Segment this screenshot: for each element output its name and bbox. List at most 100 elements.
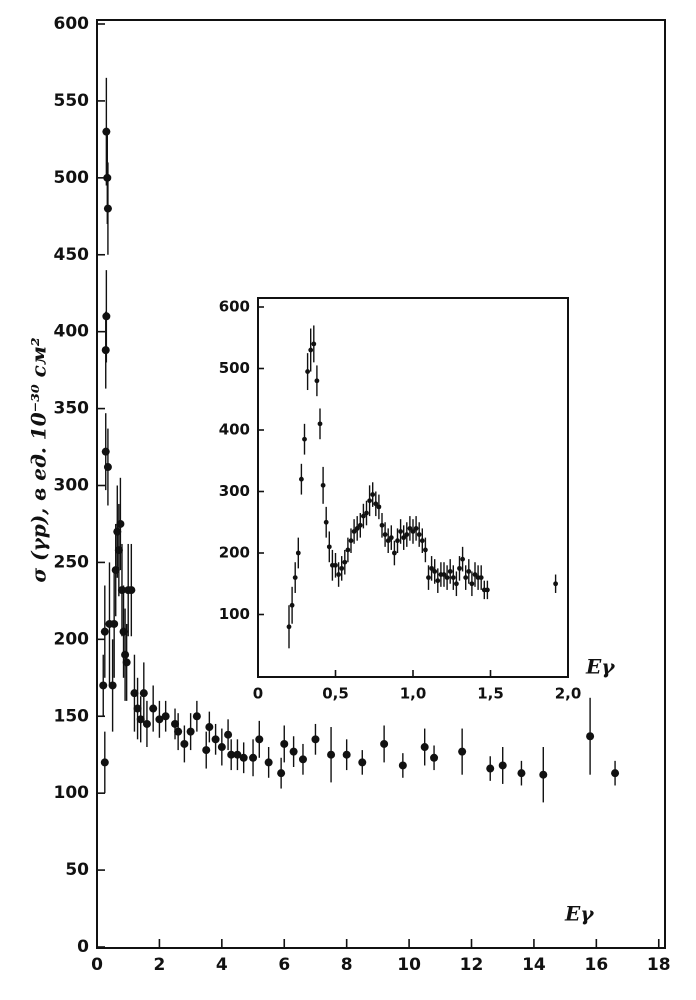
data-point bbox=[116, 519, 125, 528]
data-point bbox=[539, 770, 548, 779]
data-point bbox=[419, 538, 425, 544]
data-point bbox=[161, 712, 170, 721]
data-point bbox=[299, 476, 304, 482]
data-point bbox=[444, 575, 450, 580]
data-point bbox=[401, 535, 407, 541]
data-point bbox=[311, 735, 320, 744]
x-tick-label: 10 bbox=[397, 955, 421, 975]
data-point bbox=[454, 581, 459, 587]
data-point bbox=[320, 482, 326, 488]
data-point bbox=[317, 421, 323, 427]
data-point bbox=[361, 513, 366, 519]
data-point bbox=[392, 550, 397, 556]
x-axis-label: Eγ bbox=[585, 655, 615, 679]
x-tick-label: 14 bbox=[522, 955, 546, 975]
y-tick-label: 0 bbox=[77, 937, 89, 957]
data-point bbox=[202, 746, 211, 755]
x-tick-label: 2,0 bbox=[555, 685, 582, 703]
y-tick-label: 250 bbox=[54, 552, 90, 572]
plot-frame bbox=[257, 297, 569, 678]
x-tick-label: 8 bbox=[341, 955, 353, 975]
x-tick-label: 0 bbox=[253, 685, 263, 703]
data-point bbox=[351, 529, 357, 534]
data-point bbox=[142, 719, 151, 728]
data-point bbox=[305, 369, 310, 374]
data-point bbox=[370, 492, 376, 497]
y-tick-label: 400 bbox=[219, 421, 250, 439]
data-point bbox=[498, 761, 507, 770]
data-point bbox=[136, 715, 145, 724]
x-tick-label: 12 bbox=[460, 955, 484, 975]
y-tick-label: 500 bbox=[54, 168, 90, 188]
data-point bbox=[358, 758, 367, 767]
data-point bbox=[486, 764, 495, 773]
data-point bbox=[102, 127, 111, 136]
data-point bbox=[205, 723, 214, 732]
data-point bbox=[280, 739, 289, 748]
data-point bbox=[302, 436, 307, 442]
data-point bbox=[110, 619, 119, 628]
data-point bbox=[466, 569, 472, 574]
data-point bbox=[376, 504, 382, 510]
data-point bbox=[100, 758, 109, 767]
data-point bbox=[379, 522, 385, 528]
y-tick-label: 600 bbox=[54, 14, 90, 34]
data-point bbox=[441, 572, 447, 577]
data-point bbox=[286, 624, 292, 630]
data-point bbox=[327, 750, 336, 759]
data-point bbox=[139, 689, 148, 698]
data-point bbox=[367, 498, 372, 504]
data-point bbox=[323, 519, 329, 525]
x-tick-label: 1,0 bbox=[400, 685, 427, 703]
x-tick-label: 0 bbox=[91, 955, 103, 975]
data-point bbox=[249, 753, 258, 762]
data-point bbox=[227, 750, 236, 759]
data-point bbox=[255, 735, 264, 744]
y-tick-label: 200 bbox=[54, 629, 90, 649]
x-tick-label: 1,5 bbox=[477, 685, 504, 703]
x-tick-label: 4 bbox=[216, 955, 228, 975]
data-point bbox=[458, 747, 467, 756]
data-point bbox=[121, 650, 130, 659]
data-point bbox=[314, 378, 320, 384]
data-point bbox=[416, 532, 422, 537]
data-point bbox=[373, 501, 379, 507]
data-point bbox=[357, 522, 363, 528]
data-point bbox=[217, 743, 226, 752]
data-point bbox=[133, 704, 142, 713]
x-axis-label: Eγ bbox=[564, 902, 594, 926]
data-point bbox=[295, 550, 301, 556]
data-point bbox=[485, 587, 490, 593]
y-tick-label: 100 bbox=[54, 783, 90, 803]
x-tick-label: 0,5 bbox=[322, 685, 349, 703]
data-point bbox=[130, 689, 139, 698]
data-point bbox=[382, 532, 388, 537]
data-point bbox=[289, 747, 298, 756]
data-point bbox=[435, 578, 441, 584]
data-point bbox=[100, 627, 109, 636]
data-point bbox=[336, 572, 341, 577]
y-axis-label: σ (γp), в ед. 10⁻³⁰ см² bbox=[27, 337, 51, 582]
x-tick-label: 2 bbox=[153, 955, 165, 975]
data-point bbox=[174, 727, 183, 736]
data-point bbox=[432, 569, 438, 574]
data-point bbox=[292, 575, 298, 580]
data-point bbox=[354, 526, 360, 531]
y-tick-label: 300 bbox=[54, 476, 90, 496]
data-point bbox=[410, 529, 416, 534]
data-point bbox=[102, 312, 111, 321]
data-point bbox=[122, 658, 131, 667]
data-point bbox=[108, 681, 117, 690]
data-point bbox=[398, 529, 403, 534]
data-point bbox=[103, 463, 112, 472]
data-point bbox=[426, 575, 431, 580]
y-tick-label: 550 bbox=[54, 91, 90, 111]
y-tick-label: 600 bbox=[219, 298, 250, 316]
data-point bbox=[388, 535, 394, 541]
data-point bbox=[429, 565, 434, 571]
data-point bbox=[364, 510, 369, 516]
data-point bbox=[99, 681, 108, 690]
data-point bbox=[460, 556, 465, 562]
data-point bbox=[395, 538, 400, 544]
